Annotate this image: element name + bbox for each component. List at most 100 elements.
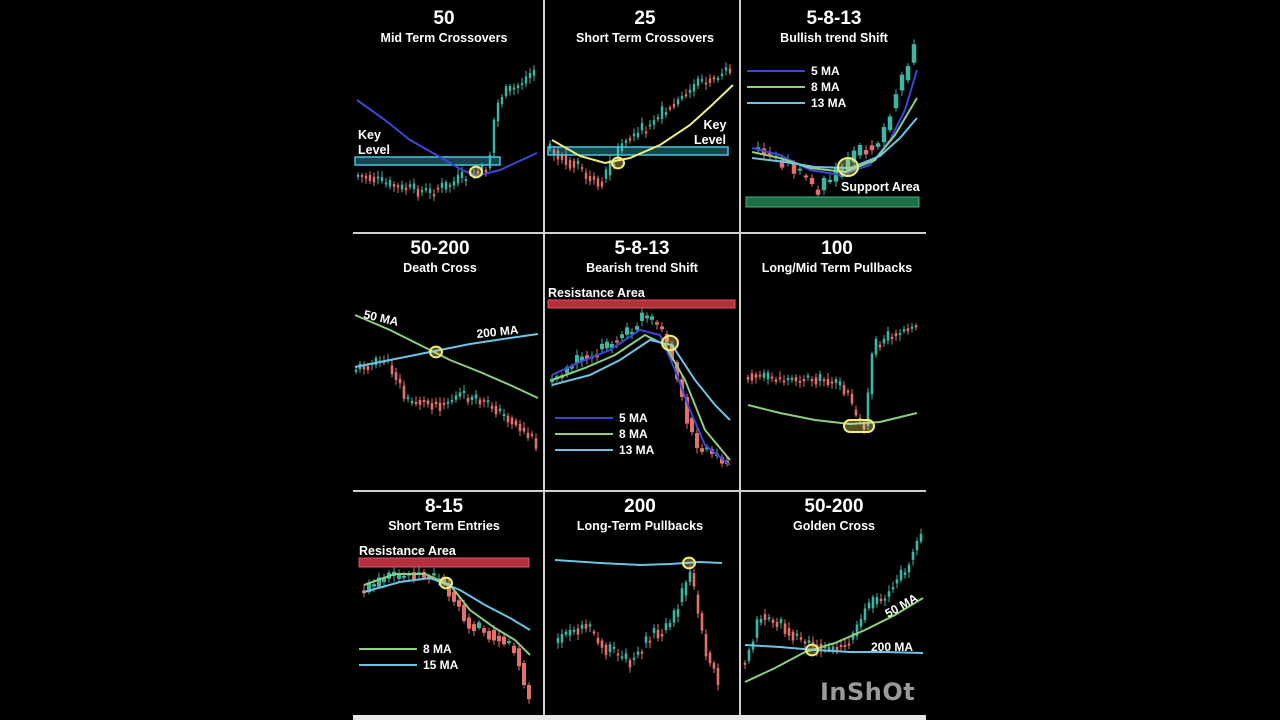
candle-body — [851, 150, 857, 162]
candle-body — [402, 385, 406, 399]
highlight-circle — [682, 556, 696, 570]
candle-body — [454, 395, 458, 400]
legend-label: 5 MA — [619, 411, 648, 425]
candle-body — [477, 622, 481, 629]
candle-body — [472, 624, 476, 632]
candle-body — [462, 604, 466, 622]
candle-body — [779, 159, 785, 168]
candle-body — [356, 174, 360, 177]
candle-body — [846, 390, 850, 393]
candle-body — [394, 372, 398, 381]
candle-body — [704, 634, 708, 657]
candle-body — [512, 87, 516, 90]
candle-body — [893, 94, 899, 109]
candle-body — [456, 174, 460, 184]
candle-body — [807, 640, 811, 643]
candle-body — [628, 659, 632, 668]
candle-body — [608, 644, 612, 653]
candle-body — [811, 641, 815, 644]
candle-body — [570, 366, 574, 369]
candle-body — [428, 188, 432, 193]
candle-body — [782, 380, 786, 383]
candle-body — [530, 433, 534, 436]
candle-body — [518, 423, 522, 432]
candle-body — [724, 67, 728, 71]
candle-body — [636, 132, 640, 137]
candle-body — [448, 184, 452, 187]
candle-body — [616, 146, 620, 158]
candle-body — [672, 103, 676, 108]
candle-body — [632, 657, 636, 660]
candle-body — [720, 73, 724, 77]
candle-body — [527, 684, 531, 700]
candle-body — [457, 600, 461, 607]
legend-label: 8 MA — [811, 80, 840, 94]
candle-body — [526, 432, 530, 439]
candle-body — [778, 377, 782, 380]
ma-15-line — [363, 576, 531, 631]
candle-body — [452, 181, 456, 186]
candle-body — [747, 649, 751, 661]
candle-body — [384, 182, 388, 185]
candle-body — [847, 643, 851, 646]
panel-subtitle: Short Term Crossovers — [576, 31, 714, 45]
candle-body — [750, 373, 754, 381]
candle-body — [438, 402, 442, 411]
candle-body — [612, 646, 616, 649]
candle-body — [400, 184, 404, 190]
candle-body — [655, 322, 659, 325]
candle-body — [402, 575, 406, 578]
candle-body — [588, 175, 592, 182]
ma-8-line — [551, 333, 731, 461]
candle-body — [444, 181, 448, 190]
candle-body — [556, 637, 560, 643]
candle-body — [894, 333, 898, 337]
candle-body — [498, 408, 502, 412]
candle-body — [604, 644, 608, 656]
candle-body — [919, 533, 923, 542]
candle-body — [372, 584, 376, 587]
candle-body — [362, 366, 366, 370]
candle-body — [907, 564, 911, 573]
candle-body — [660, 326, 664, 330]
ma-13-line — [551, 338, 731, 421]
candle-body — [676, 99, 680, 105]
candle-body — [650, 316, 654, 320]
candle-body — [432, 194, 436, 197]
panel-subtitle: Mid Term Crossovers — [381, 31, 508, 45]
candle-body — [797, 168, 803, 171]
candle-body — [716, 667, 720, 686]
candle-body — [412, 183, 416, 189]
candle-body — [743, 662, 747, 665]
candle-body — [592, 176, 596, 180]
candle-body — [845, 157, 851, 171]
candle-body — [605, 341, 609, 349]
resistance-area-zone — [358, 557, 530, 568]
candle-body — [408, 184, 412, 188]
ma-8-line — [751, 97, 918, 174]
candle-body — [628, 138, 632, 141]
candle-body — [436, 187, 440, 190]
candle-body — [668, 623, 672, 627]
candle-body — [520, 83, 524, 86]
candle-body — [842, 385, 846, 395]
candle-body — [704, 82, 708, 85]
panel-subtitle: Long/Mid Term Pullbacks — [762, 261, 913, 275]
candle-body — [592, 631, 596, 634]
level-label: Level — [358, 143, 390, 157]
ma-25-line — [551, 84, 734, 165]
candle-body — [685, 397, 689, 424]
candle-body — [664, 623, 668, 630]
candle-body — [700, 79, 704, 82]
candle-body — [762, 372, 766, 378]
candle-body — [604, 169, 608, 179]
candle-body — [610, 343, 614, 348]
candle-body — [575, 355, 579, 364]
key-label: Key — [704, 118, 727, 132]
candle-body — [696, 594, 700, 614]
candle-body — [466, 397, 470, 402]
candle-body — [779, 619, 783, 624]
